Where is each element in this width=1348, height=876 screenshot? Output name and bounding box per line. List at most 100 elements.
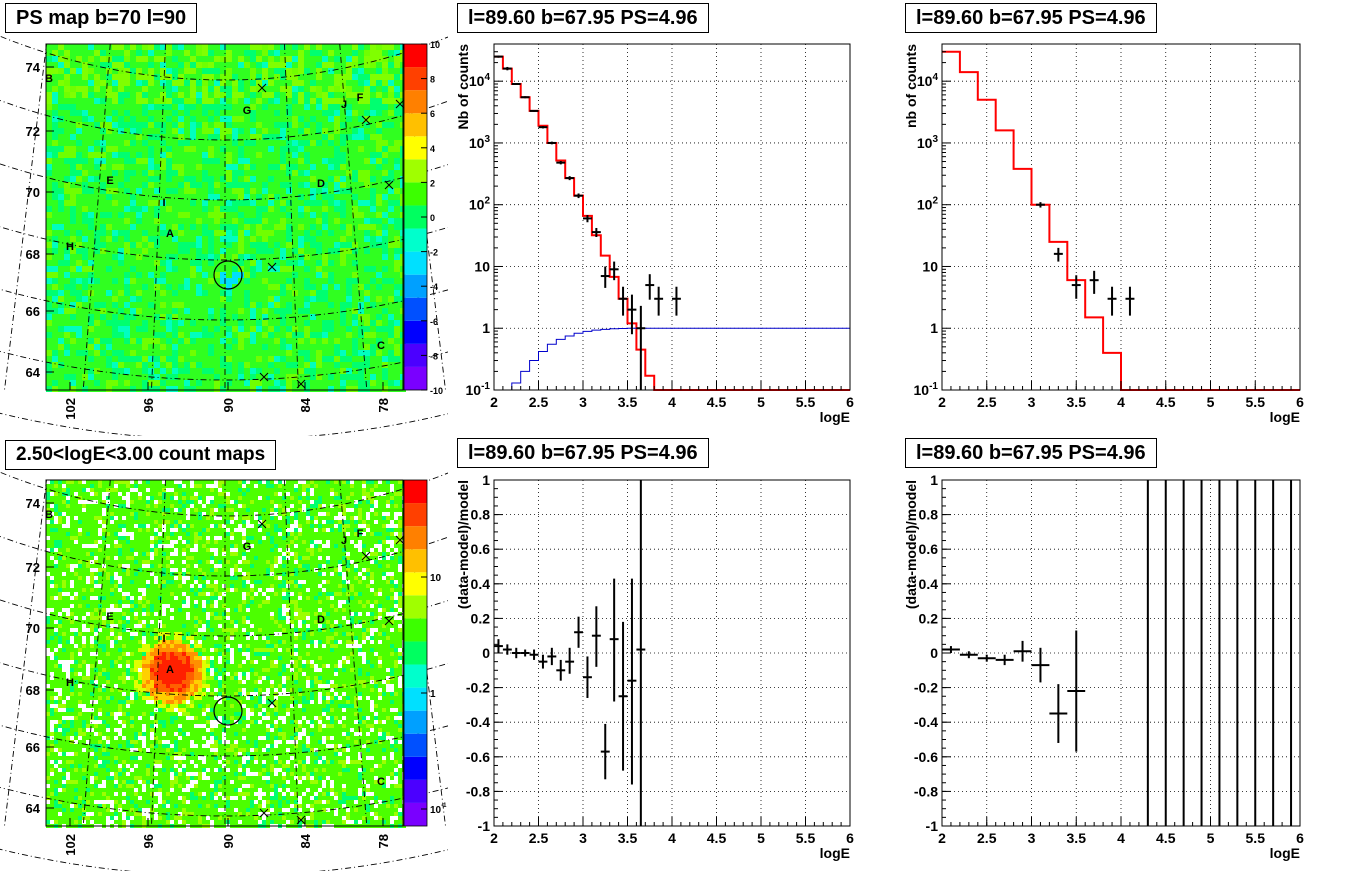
map-pixel	[202, 134, 208, 140]
map-pixel	[148, 152, 154, 158]
map-pixel	[394, 92, 400, 98]
map-pixel	[122, 484, 126, 488]
map-pixel	[94, 520, 98, 524]
map-pixel	[190, 508, 194, 512]
map-pixel	[138, 536, 142, 540]
map-pixel	[148, 230, 154, 236]
map-pixel	[340, 182, 346, 188]
map-pixel	[352, 188, 358, 194]
map-pixel	[82, 200, 88, 206]
map-pixel	[154, 92, 160, 98]
map-pixel	[256, 50, 262, 56]
map-pixel	[124, 362, 130, 368]
map-pixel	[172, 194, 178, 200]
map-pixel	[100, 92, 106, 98]
map-pixel	[398, 484, 402, 488]
map-pixel	[334, 326, 340, 332]
map-pixel	[316, 332, 322, 338]
map-pixel	[106, 164, 112, 170]
map-pixel	[66, 540, 70, 544]
map-pixel	[238, 488, 242, 492]
map-pixel	[370, 492, 374, 496]
map-pixel	[342, 524, 346, 528]
map-pixel	[310, 374, 316, 380]
map-pixel	[142, 496, 146, 500]
map-pixel	[130, 200, 136, 206]
map-pixel	[310, 536, 314, 540]
map-pixel	[174, 500, 178, 504]
map-pixel	[94, 68, 100, 74]
map-pixel	[322, 230, 328, 236]
map-pixel	[66, 524, 70, 528]
map-pixel	[214, 146, 220, 152]
map-pixel	[330, 512, 334, 516]
map-pixel	[202, 524, 206, 528]
map-pixel	[166, 140, 172, 146]
map-pixel	[112, 320, 118, 326]
map-pixel	[142, 492, 146, 496]
map-pixel	[178, 338, 184, 344]
map-pixel	[310, 146, 316, 152]
map-pixel	[388, 332, 394, 338]
map-pixel	[388, 314, 394, 320]
map-pixel	[292, 200, 298, 206]
map-pixel	[376, 374, 382, 380]
map-pixel	[254, 492, 258, 496]
map-pixel	[386, 536, 390, 540]
map-pixel	[322, 524, 326, 528]
map-pixel	[76, 302, 82, 308]
map-pixel	[178, 266, 184, 272]
map-pixel	[364, 134, 370, 140]
map-pixel	[154, 164, 160, 170]
map-pixel	[76, 44, 82, 50]
map-pixel	[52, 170, 58, 176]
map-pixel	[202, 80, 208, 86]
map-pixel	[208, 110, 214, 116]
map-pixel	[290, 508, 294, 512]
map-pixel	[130, 374, 136, 380]
map-pixel	[370, 50, 376, 56]
map-pixel	[76, 62, 82, 68]
map-pixel	[82, 176, 88, 182]
map-pixel	[142, 170, 148, 176]
map-pixel	[202, 260, 208, 266]
map-pixel	[142, 104, 148, 110]
map-pixel	[70, 158, 76, 164]
map-pixel	[186, 520, 190, 524]
map-pixel	[328, 188, 334, 194]
map-pixel	[196, 218, 202, 224]
map-pixel	[246, 492, 250, 496]
map-pixel	[82, 540, 86, 544]
map-pixel	[256, 260, 262, 266]
map-pixel	[292, 98, 298, 104]
map-pixel	[334, 272, 340, 278]
map-pixel	[274, 500, 278, 504]
map-pixel	[322, 356, 328, 362]
map-pixel	[190, 368, 196, 374]
map-pixel	[64, 188, 70, 194]
map-pixel	[70, 368, 76, 374]
map-pixel	[64, 368, 70, 374]
map-pixel	[202, 368, 208, 374]
map-pixel	[352, 200, 358, 206]
map-pixel	[250, 380, 256, 386]
map-pixel	[370, 146, 376, 152]
map-pixel	[134, 496, 138, 500]
map-pixel	[352, 308, 358, 314]
map-pixel	[214, 74, 220, 80]
map-pixel	[298, 194, 304, 200]
map-pixel	[370, 218, 376, 224]
map-pixel	[88, 302, 94, 308]
map-pixel	[130, 134, 136, 140]
map-pixel	[256, 362, 262, 368]
map-pixel	[358, 272, 364, 278]
map-pixel	[352, 314, 358, 320]
map-pixel	[244, 320, 250, 326]
map-pixel	[112, 326, 118, 332]
map-pixel	[226, 164, 232, 170]
map-pixel	[202, 164, 208, 170]
map-pixel	[364, 44, 370, 50]
map-pixel	[310, 242, 316, 248]
map-pixel	[138, 496, 142, 500]
map-pixel	[394, 164, 400, 170]
